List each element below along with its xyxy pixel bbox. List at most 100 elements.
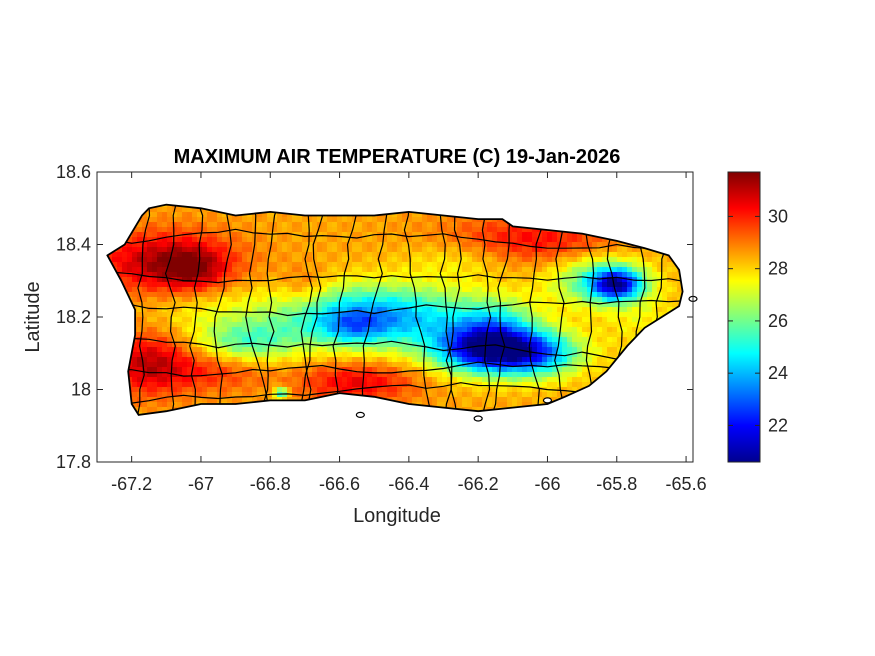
heatmap-cell [607,272,613,278]
heatmap-cell [262,327,268,333]
heatmap-cell [637,257,643,263]
heatmap-cell [347,297,353,303]
heatmap-cell [387,242,393,248]
heatmap-cell [202,297,208,303]
heatmap-cell [477,242,483,248]
heatmap-cell [177,397,183,403]
heatmap-cell [172,247,178,253]
heatmap-cell [187,337,193,343]
heatmap-cell [482,222,488,228]
heatmap-cell [557,292,563,298]
heatmap-cell [277,232,283,238]
heatmap-cell [232,367,238,373]
heatmap-cell [477,252,483,258]
heatmap-cell [202,232,208,238]
heatmap-cell [212,367,218,373]
heatmap-cell [487,327,493,333]
heatmap-cell [437,272,443,278]
heatmap-cell [362,242,368,248]
heatmap-cell [132,352,138,358]
heatmap-cell [327,252,333,258]
heatmap-cell [402,377,408,383]
heatmap-cell [552,332,558,338]
heatmap-cell [527,277,533,283]
heatmap-cell [292,217,298,223]
heatmap-cell [582,272,588,278]
heatmap-cell [172,357,178,363]
heatmap-cell [177,322,183,328]
heatmap-cell [237,262,243,268]
heatmap-cell [502,347,508,353]
heatmap-cell [482,297,488,303]
heatmap-cell [262,317,268,323]
heatmap-cell [592,337,598,343]
heatmap-cell [462,327,468,333]
heatmap-cell [477,232,483,238]
heatmap-cell [572,232,578,238]
heatmap-cell [307,282,313,288]
heatmap-cell [457,217,463,223]
heatmap-cell [607,347,613,353]
heatmap-cell [192,267,198,273]
heatmap-cell [312,217,318,223]
heatmap-cell [407,212,413,218]
heatmap-cell [612,327,618,333]
heatmap-cell [222,317,228,323]
heatmap-cell [172,237,178,243]
heatmap-cell [537,342,543,348]
heatmap-cell [527,262,533,268]
heatmap-cell [307,317,313,323]
heatmap-cell [132,257,138,263]
heatmap-cell [272,312,278,318]
heatmap-cell [367,342,373,348]
heatmap-cell [187,332,193,338]
heatmap-cell [277,242,283,248]
heatmap-cell [432,267,438,273]
heatmap-cell [517,397,523,403]
heatmap-cell [382,382,388,388]
heatmap-cell [357,262,363,268]
heatmap-cell [442,342,448,348]
heatmap-cell [407,227,413,233]
heatmap-cell [577,317,583,323]
heatmap-cell [462,232,468,238]
heatmap-cell [622,297,628,303]
heatmap-cell [387,217,393,223]
heatmap-cell [282,347,288,353]
heatmap-cell [182,397,188,403]
heatmap-cell [327,277,333,283]
heatmap-cell [317,217,323,223]
heatmap-cell [532,252,538,258]
heatmap-cell [532,387,538,393]
heatmap-cell [547,317,553,323]
heatmap-cell [247,377,253,383]
heatmap-cell [627,332,633,338]
heatmap-cell [402,252,408,258]
heatmap-cell [317,377,323,383]
heatmap-cell [142,252,148,258]
heatmap-cell [657,262,663,268]
heatmap-cell [472,347,478,353]
heatmap-cell [162,337,168,343]
heatmap-cell [352,262,358,268]
heatmap-cell [577,347,583,353]
heatmap-cell [642,247,648,253]
heatmap-cell [572,382,578,388]
heatmap-cell [307,337,313,343]
heatmap-cell [197,217,203,223]
heatmap-cell [467,367,473,373]
heatmap-cell [587,352,593,358]
heatmap-cell [582,242,588,248]
heatmap-cell [202,257,208,263]
heatmap-cell [142,347,148,353]
heatmap-cell [322,347,328,353]
heatmap-cell [397,342,403,348]
heatmap-cell [417,232,423,238]
heatmap-cell [472,277,478,283]
heatmap-cell [427,387,433,393]
heatmap-cell [522,282,528,288]
heatmap-cell [537,262,543,268]
heatmap-cell [212,257,218,263]
heatmap-cell [382,322,388,328]
heatmap-cell [427,377,433,383]
